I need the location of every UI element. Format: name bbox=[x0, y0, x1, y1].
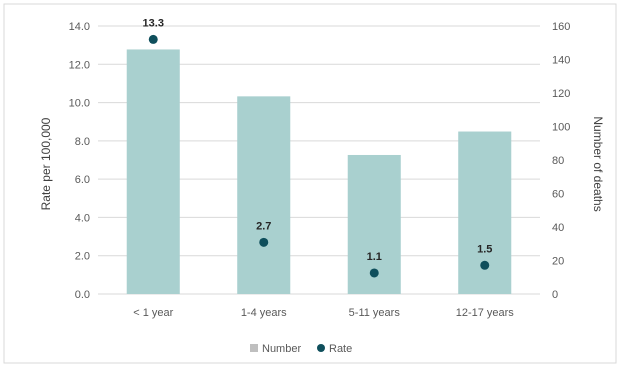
point-rate bbox=[148, 34, 158, 44]
bar-number bbox=[126, 49, 180, 295]
right-axis-ticks: 0 20 40 60 80 100 120 140 160 bbox=[552, 21, 570, 301]
category-tick-label: 5-11 years bbox=[349, 307, 401, 319]
right-tick-label: 40 bbox=[552, 222, 564, 234]
right-tick-label: 80 bbox=[552, 155, 564, 167]
left-tick-label: 2.0 bbox=[75, 251, 90, 263]
category-tick-label: < 1 year bbox=[133, 307, 173, 319]
legend-swatch-number bbox=[250, 344, 258, 352]
category-tick-label: 1-4 years bbox=[241, 307, 287, 319]
category-tick-label: 12-17 years bbox=[456, 307, 515, 319]
right-tick-label: 140 bbox=[552, 55, 570, 67]
data-label-rate: 1.1 bbox=[367, 251, 382, 263]
bar-series-number bbox=[126, 49, 512, 295]
data-label-rate: 1.5 bbox=[477, 243, 492, 255]
point-rate bbox=[480, 260, 490, 270]
left-tick-label: 4.0 bbox=[75, 212, 90, 224]
left-axis-title: Rate per 100,000 bbox=[39, 117, 53, 210]
scatter-series-rate: 13.3 2.7 1.1 1.5 bbox=[143, 17, 492, 278]
data-label-rate: 13.3 bbox=[143, 17, 164, 29]
point-rate bbox=[369, 268, 379, 278]
category-axis-ticks: < 1 year 1-4 years 5-11 years 12-17 years bbox=[133, 307, 514, 319]
point-rate bbox=[259, 237, 269, 247]
chart-frame bbox=[3, 3, 617, 364]
right-axis-title: Number of deaths bbox=[591, 116, 605, 211]
right-tick-label: 100 bbox=[552, 122, 570, 134]
left-tick-label: 12.0 bbox=[69, 59, 90, 71]
right-tick-label: 60 bbox=[552, 189, 564, 201]
left-tick-label: 6.0 bbox=[75, 174, 90, 186]
legend-label-rate: Rate bbox=[329, 343, 352, 355]
right-tick-label: 20 bbox=[552, 256, 564, 268]
left-tick-label: 14.0 bbox=[69, 21, 90, 33]
left-axis-ticks: 0.0 2.0 4.0 6.0 8.0 10.0 12.0 14.0 bbox=[69, 21, 90, 301]
right-tick-label: 120 bbox=[552, 88, 570, 100]
left-tick-label: 0.0 bbox=[75, 289, 90, 301]
legend-label-number: Number bbox=[262, 343, 301, 355]
right-tick-label: 160 bbox=[552, 21, 570, 33]
right-tick-label: 0 bbox=[552, 289, 558, 301]
legend: Number Rate bbox=[250, 343, 352, 355]
data-label-rate: 2.7 bbox=[256, 220, 271, 232]
legend-swatch-rate bbox=[317, 344, 325, 352]
left-tick-label: 8.0 bbox=[75, 136, 90, 148]
bar-number bbox=[237, 96, 291, 294]
left-tick-label: 10.0 bbox=[69, 98, 90, 110]
